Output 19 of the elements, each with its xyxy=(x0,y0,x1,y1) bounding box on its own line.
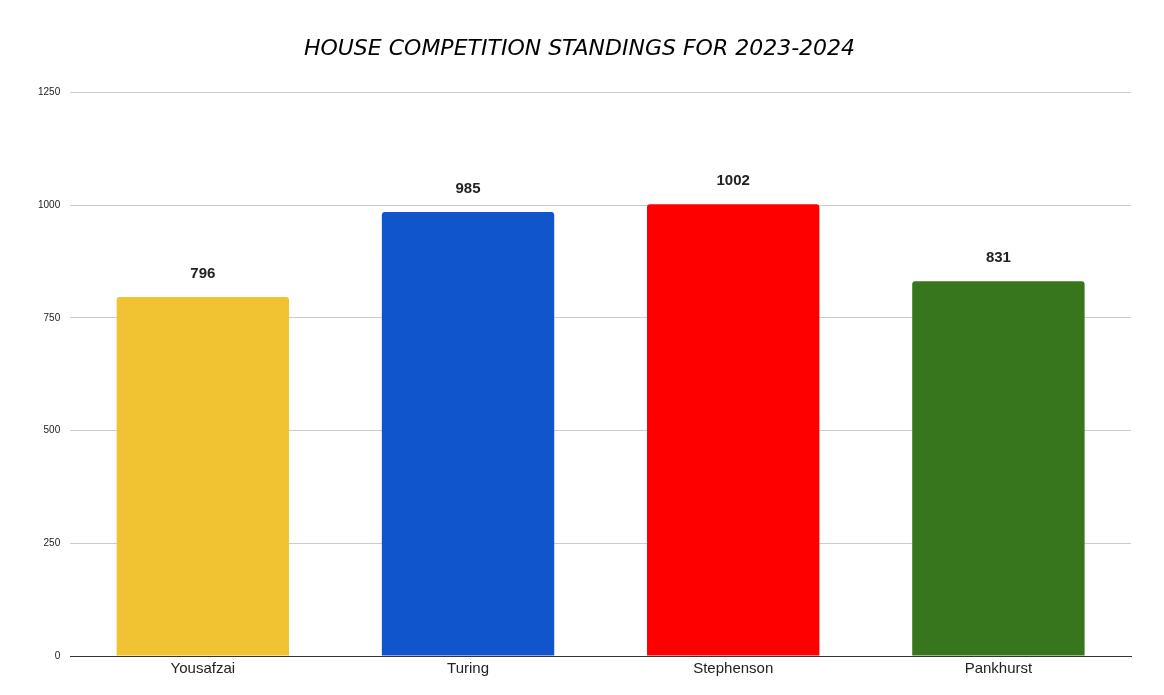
y-tick-label: 750 xyxy=(43,311,61,323)
bar xyxy=(116,297,290,656)
y-tick-label: 0 xyxy=(54,649,61,661)
bar xyxy=(912,281,1085,656)
data-label: 1002 xyxy=(716,170,750,188)
x-tick-label: Stephenson xyxy=(693,659,774,677)
data-label: 831 xyxy=(985,247,1011,265)
y-tick-label: 500 xyxy=(43,424,61,436)
y-tick-label: 250 xyxy=(43,537,61,549)
x-tick-label: Turing xyxy=(447,659,490,677)
data-label: 796 xyxy=(190,263,216,281)
x-tick-label: Yousafzai xyxy=(170,659,236,677)
chart-title: HOUSE COMPETITION STANDINGS FOR 2023-2024 xyxy=(303,34,856,60)
y-tick-label: 1250 xyxy=(38,86,61,98)
x-tick-label: Pankhurst xyxy=(964,659,1033,677)
bar xyxy=(381,211,555,656)
y-tick-label: 1000 xyxy=(38,198,61,210)
bar xyxy=(647,204,820,656)
data-label: 985 xyxy=(455,178,481,196)
